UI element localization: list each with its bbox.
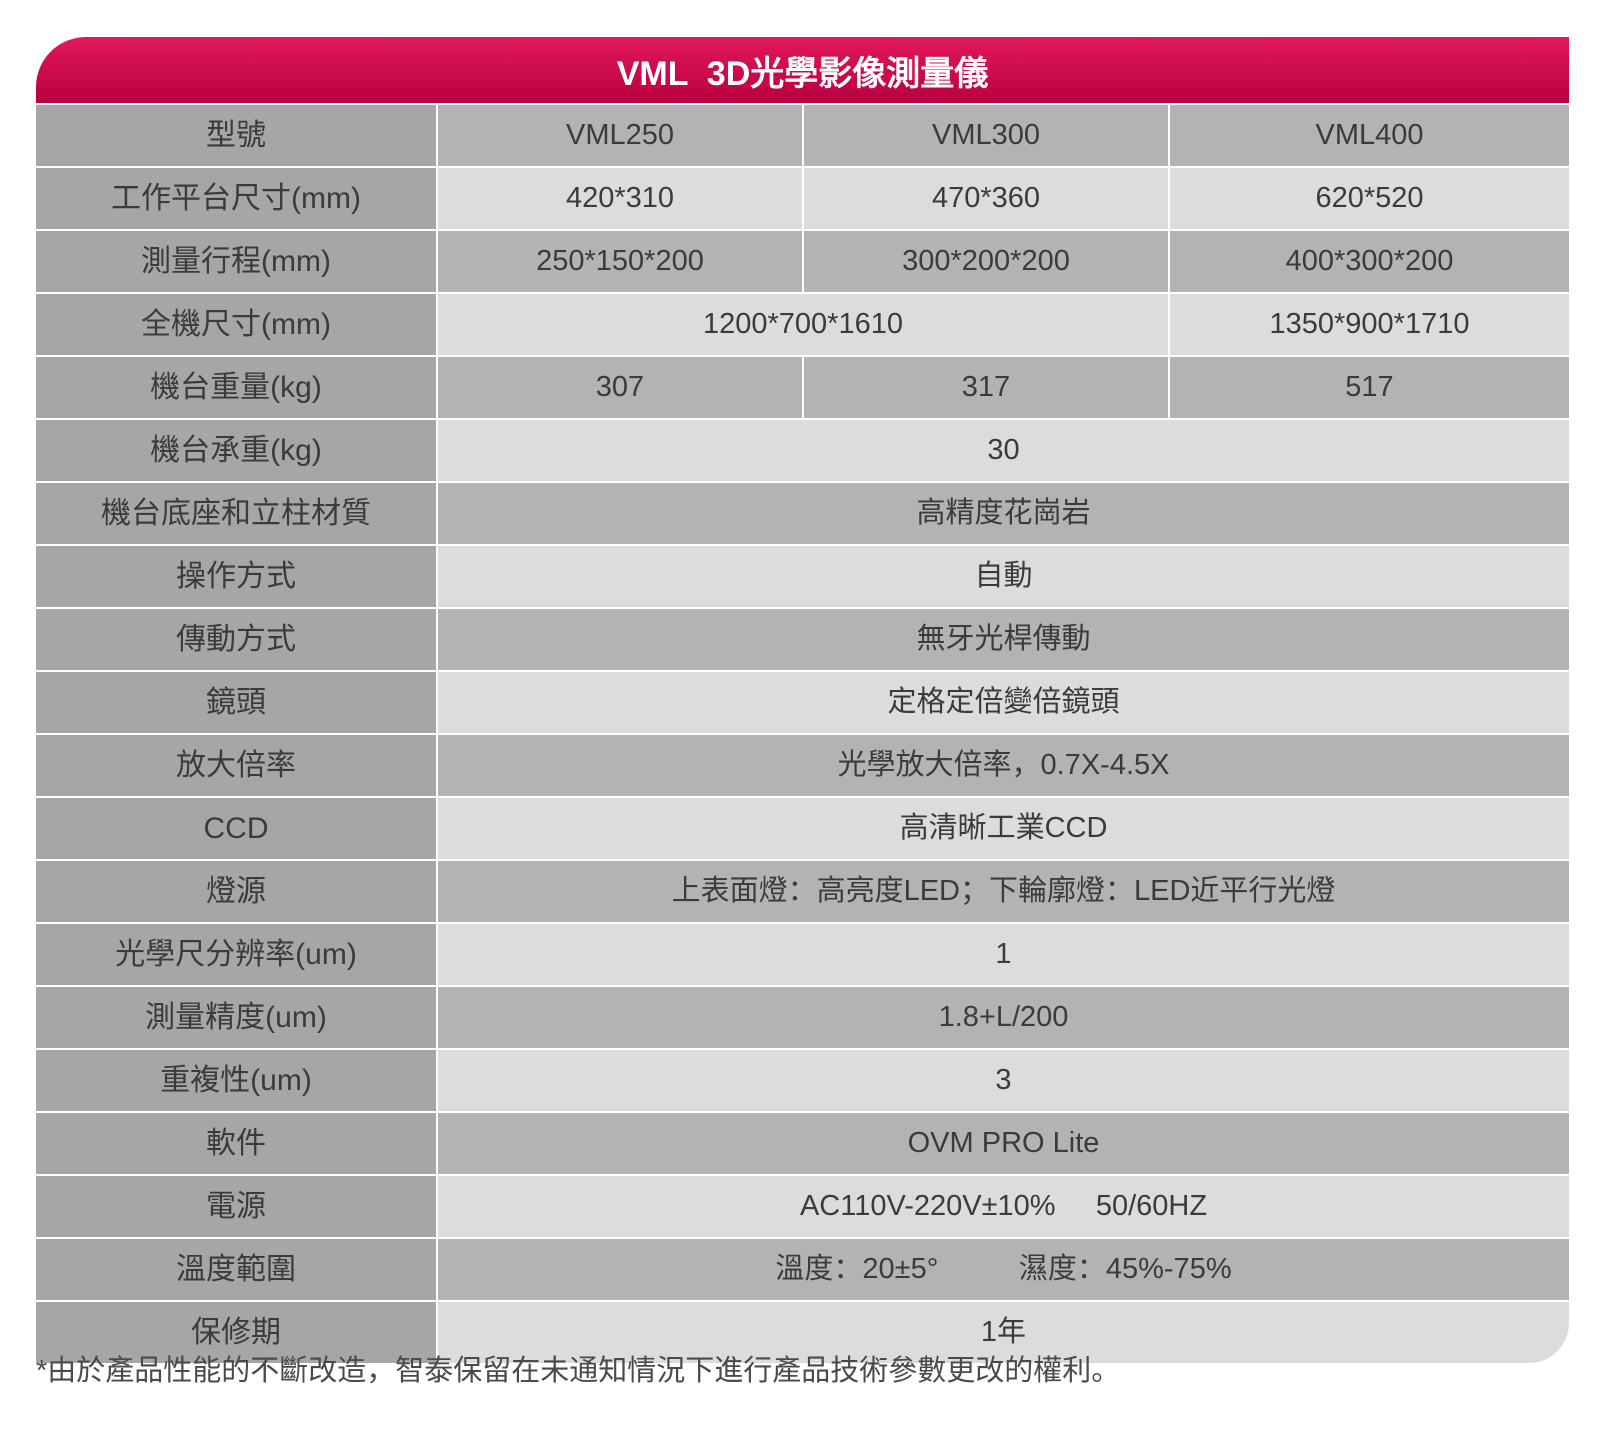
table-cell: 上表面燈：高亮度LED；下輪廓燈：LED近平行光燈 [436,859,1569,924]
table-cell: 420*310 [436,166,804,231]
row-label: 測量精度(um) [36,985,438,1050]
table-row: 全機尺寸(mm) 1200*700*1610 1350*900*1710 [36,292,1569,357]
table-cell: 高精度花崗岩 [436,481,1569,546]
row-label: 機台承重(kg) [36,418,438,483]
model-header: VML250 [436,105,804,168]
table-row: 電源 AC110V-220V±10% 50/60HZ [36,1174,1569,1239]
table-cell: 自動 [436,544,1569,609]
table-row: 操作方式 自動 [36,544,1569,609]
table-cell: 1.8+L/200 [436,985,1569,1050]
table-row: 機台重量(kg) 307 317 517 [36,355,1569,420]
table-cell: 1350*900*1710 [1168,292,1569,357]
spec-sheet: VML 3D光學影像測量儀 型號 VML250 VML300 VML400 工作… [36,37,1569,1363]
row-label: 電源 [36,1174,438,1239]
footnote: *由於產品性能的不斷改造，智泰保留在未通知情況下進行產品技術參數更改的權利。 [36,1355,1121,1387]
table-cell: 300*200*200 [802,229,1170,294]
model-header: VML300 [802,105,1170,168]
row-label: 型號 [36,105,438,168]
row-label: 機台底座和立柱材質 [36,481,438,546]
table-cell: 517 [1168,355,1569,420]
table-cell: 250*150*200 [436,229,804,294]
table-cell: OVM PRO Lite [436,1111,1569,1176]
table-row: 機台承重(kg) 30 [36,418,1569,483]
table-cell: 高清晰工業CCD [436,796,1569,861]
row-label: 軟件 [36,1111,438,1176]
row-label: 重複性(um) [36,1048,438,1113]
row-label: CCD [36,796,438,861]
table-row: 型號 VML250 VML300 VML400 [36,105,1569,168]
table-cell: 光學放大倍率，0.7X-4.5X [436,733,1569,798]
row-label: 機台重量(kg) [36,355,438,420]
table-row: 放大倍率 光學放大倍率，0.7X-4.5X [36,733,1569,798]
model-header: VML400 [1168,105,1569,168]
row-label: 全機尺寸(mm) [36,292,438,357]
table-row: 重複性(um) 3 [36,1048,1569,1113]
table-row: 燈源 上表面燈：高亮度LED；下輪廓燈：LED近平行光燈 [36,859,1569,924]
row-label: 鏡頭 [36,670,438,735]
table-cell: 317 [802,355,1170,420]
table-cell: AC110V-220V±10% 50/60HZ [436,1174,1569,1239]
row-label: 工作平台尺寸(mm) [36,166,438,231]
table-row: 傳動方式 無牙光桿傳動 [36,607,1569,672]
table-cell: 無牙光桿傳動 [436,607,1569,672]
row-label: 操作方式 [36,544,438,609]
table-cell: 400*300*200 [1168,229,1569,294]
table-cell: 溫度：20±5° 濕度：45%-75% [436,1237,1569,1302]
table-row: 機台底座和立柱材質 高精度花崗岩 [36,481,1569,546]
table-cell: 620*520 [1168,166,1569,231]
table-row: 工作平台尺寸(mm) 420*310 470*360 620*520 [36,166,1569,231]
table-row: 保修期 1年 [36,1300,1569,1363]
table-row: 鏡頭 定格定倍變倍鏡頭 [36,670,1569,735]
table-cell: 470*360 [802,166,1170,231]
table-cell: 1年 [436,1300,1569,1363]
table-cell: 30 [436,418,1569,483]
spec-title-text: VML 3D光學影像測量儀 [616,54,989,93]
row-label: 光學尺分辨率(um) [36,922,438,987]
row-label: 測量行程(mm) [36,229,438,294]
table-row: 測量精度(um) 1.8+L/200 [36,985,1569,1050]
row-label: 傳動方式 [36,607,438,672]
table-row: 測量行程(mm) 250*150*200 300*200*200 400*300… [36,229,1569,294]
table-cell: 定格定倍變倍鏡頭 [436,670,1569,735]
row-label: 放大倍率 [36,733,438,798]
row-label: 溫度範圍 [36,1237,438,1302]
table-cell: 1 [436,922,1569,987]
table-cell: 3 [436,1048,1569,1113]
table-row: CCD 高清晰工業CCD [36,796,1569,861]
table-row: 軟件 OVM PRO Lite [36,1111,1569,1176]
table-cell: 307 [436,355,804,420]
table-row: 溫度範圍 溫度：20±5° 濕度：45%-75% [36,1237,1569,1302]
table-cell: 1200*700*1610 [436,292,1170,357]
row-label: 保修期 [36,1300,438,1363]
table-row: 光學尺分辨率(um) 1 [36,922,1569,987]
row-label: 燈源 [36,859,438,924]
spec-table: 型號 VML250 VML300 VML400 工作平台尺寸(mm) 420*3… [36,105,1569,1363]
spec-title: VML 3D光學影像測量儀 [36,37,1569,105]
